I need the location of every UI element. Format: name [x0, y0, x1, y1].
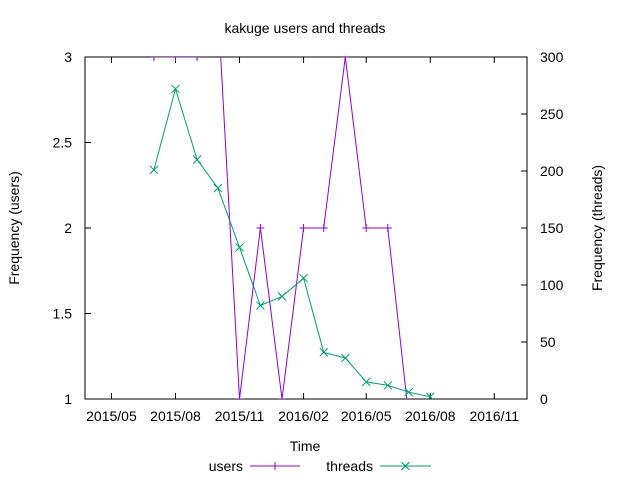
y-tick-label: 3: [64, 49, 72, 65]
y2-tick-label: 50: [540, 334, 556, 350]
y2-tick-label: 150: [540, 220, 564, 236]
x-axis-label: Time: [290, 438, 321, 454]
series-line-users: [153, 57, 408, 399]
data-point-threads: [383, 380, 393, 390]
data-point-threads: [277, 292, 287, 301]
y2-tick-label: 200: [540, 163, 564, 179]
data-point-threads: [235, 243, 244, 252]
data-point-users: [193, 57, 202, 61]
data-point-users: [362, 224, 371, 232]
legend-label-threads: threads: [326, 458, 373, 474]
data-point-users: [256, 224, 265, 232]
x-tick-label: 2016/02: [278, 408, 329, 424]
data-point-threads: [299, 273, 308, 283]
data-point-users: [214, 2, 222, 10]
x-tick-label: 2016/05: [341, 408, 392, 424]
data-point-threads: [361, 377, 371, 387]
data-point-threads: [340, 353, 350, 363]
data-point-threads: [192, 155, 202, 164]
x-tick-label: 2015/05: [86, 408, 137, 424]
data-point-users: [277, 395, 286, 399]
x-axis: 2015/05 2015/08 2015/11 2016/02 2016/05 2016/…: [86, 57, 519, 424]
legend-marker-users: [271, 462, 279, 470]
data-point-users: [171, 57, 180, 61]
x-tick-label: 2016/08: [405, 408, 456, 424]
data-point-threads: [171, 84, 180, 94]
series-layer: [149, 2, 435, 399]
x-tick-label: 2015/08: [150, 408, 201, 424]
data-point-threads: [425, 392, 435, 399]
y2-tick-label: 100: [540, 277, 564, 293]
data-point-users: [149, 57, 158, 61]
data-point-threads: [404, 387, 414, 397]
legend: users threads: [209, 458, 431, 474]
y2-tick-label: 300: [540, 49, 564, 65]
legend-marker-threads: [401, 461, 410, 471]
y-tick-label: 1.5: [53, 306, 73, 322]
y2-axis-label: Frequency (threads): [589, 165, 605, 291]
y2-tick-label: 0: [540, 391, 548, 407]
data-point-users: [319, 224, 328, 232]
y-tick-label: 2.5: [53, 135, 73, 151]
legend-label-users: users: [209, 458, 243, 474]
chart-title: kakuge users and threads: [224, 20, 385, 36]
y-tick-label: 1: [64, 391, 72, 407]
data-point-threads: [256, 301, 265, 310]
data-point-threads: [213, 183, 223, 193]
data-point-users: [341, 57, 350, 61]
data-point-users: [383, 224, 392, 232]
x-tick-label: 2016/11: [469, 408, 519, 424]
y-axis-right: 0 50 100 150 200 250 300: [521, 49, 564, 407]
data-point-threads: [149, 165, 159, 175]
y-axis-left: 1 1.5 2 2.5 3: [53, 49, 91, 407]
data-point-threads: [319, 347, 329, 357]
data-point-users: [235, 395, 244, 399]
series-line-threads: [153, 87, 431, 398]
y-axis-label: Frequency (users): [6, 171, 22, 285]
data-point-users: [299, 224, 308, 232]
x-tick-label: 2015/11: [215, 408, 265, 424]
y-tick-label: 2: [64, 220, 72, 236]
y2-tick-label: 250: [540, 106, 564, 122]
